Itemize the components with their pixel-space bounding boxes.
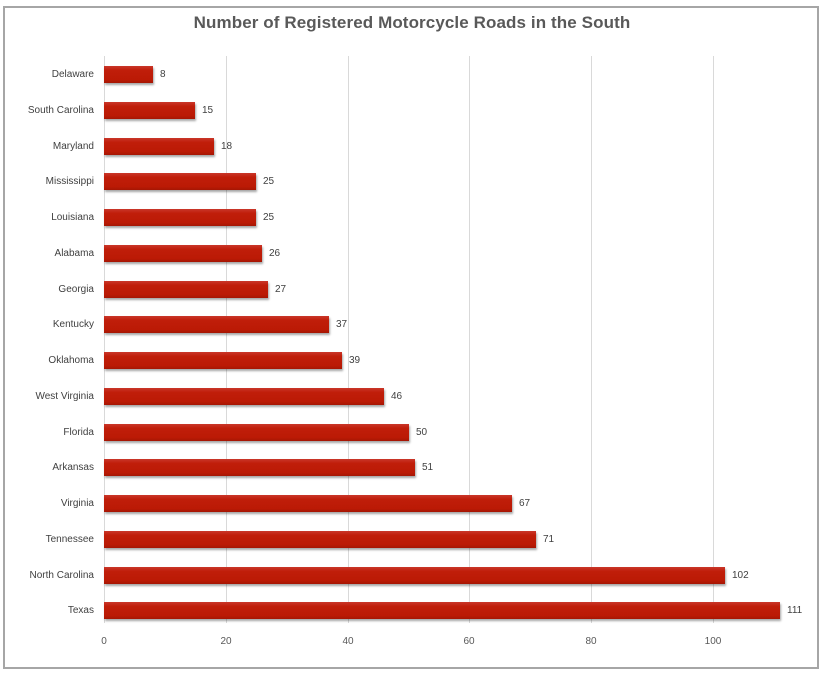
category-label: Texas xyxy=(67,605,94,616)
bar xyxy=(104,602,780,619)
category-label: Florida xyxy=(63,427,94,438)
category-label: Georgia xyxy=(58,284,94,295)
bar xyxy=(104,102,195,119)
category-label: Oklahoma xyxy=(48,355,94,366)
data-label: 46 xyxy=(391,391,403,402)
bar xyxy=(104,424,409,441)
y-axis-line xyxy=(104,56,105,623)
category-label: Louisiana xyxy=(51,212,94,223)
category-label: Tennessee xyxy=(45,534,94,545)
category-label: West Virginia xyxy=(35,391,94,402)
category-label: South Carolina xyxy=(27,105,94,116)
bar xyxy=(104,245,262,262)
bar xyxy=(104,531,536,548)
bar xyxy=(104,173,256,190)
data-label: 111 xyxy=(787,605,803,616)
x-tick-label: 0 xyxy=(101,636,107,647)
data-label: 25 xyxy=(263,176,275,187)
category-label: Maryland xyxy=(52,141,94,152)
bar xyxy=(104,567,725,584)
data-label: 27 xyxy=(275,284,287,295)
data-label: 51 xyxy=(422,462,434,473)
category-label: Alabama xyxy=(54,248,94,259)
category-label: Mississippi xyxy=(45,176,94,187)
category-label: Delaware xyxy=(51,69,94,80)
bar xyxy=(104,138,214,155)
gridline xyxy=(469,56,470,623)
gridline xyxy=(591,56,592,623)
bar xyxy=(104,388,384,405)
x-tick-label: 60 xyxy=(463,636,475,647)
data-label: 39 xyxy=(349,355,361,366)
data-label: 71 xyxy=(543,534,555,545)
category-label: North Carolina xyxy=(29,570,94,581)
gridline xyxy=(348,56,349,623)
bar xyxy=(104,352,342,369)
x-tick-label: 80 xyxy=(585,636,597,647)
data-label: 37 xyxy=(336,319,348,330)
data-label: 25 xyxy=(263,212,275,223)
data-label: 102 xyxy=(732,570,749,581)
bar xyxy=(104,209,256,226)
x-tick-label: 100 xyxy=(704,636,722,647)
plot-area: 0 20 40 60 80 100 Delaware 8 South Carolina 15 Mar… xyxy=(28,56,824,647)
category-label: Virginia xyxy=(60,498,94,509)
data-label: 15 xyxy=(202,105,214,116)
bar xyxy=(104,495,512,512)
category-label: Arkansas xyxy=(52,462,94,473)
gridline xyxy=(713,56,714,623)
gridline xyxy=(226,56,227,623)
chart-title: Number of Registered Motorcycle Roads in… xyxy=(193,13,631,32)
category-label: Kentucky xyxy=(52,319,94,330)
x-tick-label: 20 xyxy=(220,636,232,647)
bar xyxy=(104,459,415,476)
x-tick-label: 40 xyxy=(342,636,354,647)
data-label: 50 xyxy=(416,427,428,438)
bar xyxy=(104,281,268,298)
bar xyxy=(104,66,153,83)
data-label: 26 xyxy=(269,248,281,259)
data-label: 8 xyxy=(160,69,166,80)
data-label: 67 xyxy=(519,498,531,509)
data-label: 18 xyxy=(221,141,233,152)
bar xyxy=(104,316,329,333)
